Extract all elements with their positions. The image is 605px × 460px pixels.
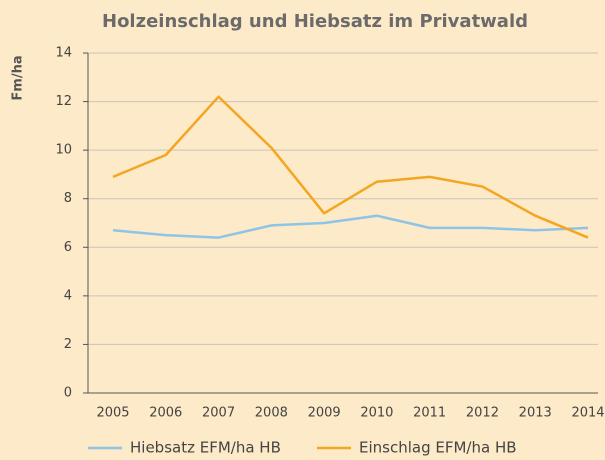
chart-title: Holzeinschlag und Hiebsatz im Privatwald	[102, 11, 528, 32]
series-line	[112, 214, 589, 239]
legend-label: Hiebsatz EFM/ha HB	[130, 439, 281, 457]
y-tick-label: 6	[64, 240, 72, 255]
y-axis-label: Fm/ha	[11, 55, 26, 100]
x-tick-label: 2008	[255, 406, 288, 421]
legend-label: Einschlag EFM/ha HB	[359, 439, 517, 457]
x-tick-label: 2009	[308, 406, 341, 421]
x-tick-label: 2005	[96, 406, 129, 421]
x-tick-label: 2006	[149, 406, 182, 421]
x-tick-label: 2013	[519, 406, 552, 421]
y-tick-label: 8	[64, 191, 72, 206]
y-tick-label: 4	[64, 288, 72, 303]
y-tick-label: 12	[55, 94, 72, 109]
y-tick-label: 2	[64, 337, 72, 352]
x-tick-label: 2011	[413, 406, 446, 421]
series-line	[112, 95, 589, 239]
y-tick-label: 10	[55, 143, 72, 158]
x-tick-label: 2007	[202, 406, 235, 421]
x-tick-label: 2012	[466, 406, 499, 421]
y-tick-label: 0	[64, 386, 72, 401]
y-tick-label: 14	[55, 46, 72, 61]
x-tick-label: 2014	[571, 406, 604, 421]
x-tick-label: 2010	[360, 406, 393, 421]
